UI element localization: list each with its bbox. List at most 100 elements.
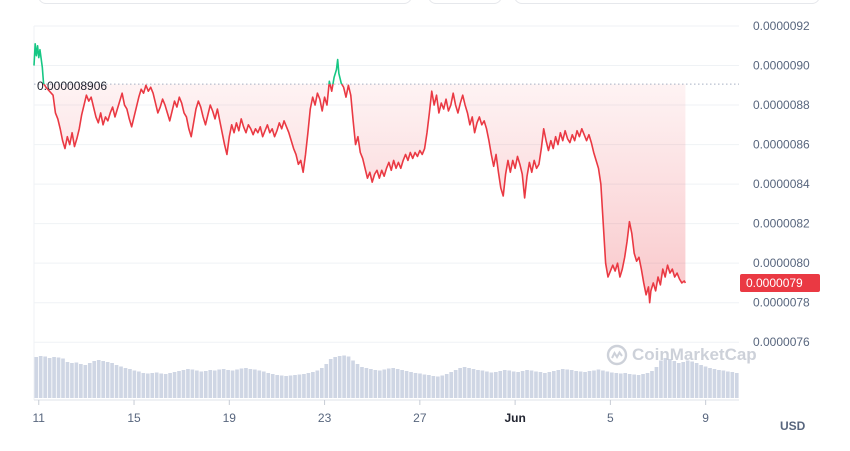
volume-bar [137,371,141,398]
volume-bar [208,370,213,398]
volume-bar [101,361,105,398]
volume-bar [614,373,619,398]
volume-bar [351,360,355,398]
volume-bar [123,368,128,398]
volume-bar [730,372,735,398]
volume-bar [355,364,360,398]
volume-bar [96,360,101,398]
volume-bar [672,361,677,398]
volume-bar [177,371,181,398]
volume-bar [328,359,333,398]
volume-bar [440,375,445,398]
volume-bar [578,371,583,398]
x-tick-label: 19 [223,411,237,425]
volume-bar [480,370,485,398]
volume-bar [346,356,351,398]
volume-bar [79,364,83,398]
volume-bar [141,373,146,398]
volume-bar [694,363,699,398]
volume-bar [154,372,159,398]
volume-bar [297,374,302,398]
volume-bar [690,361,694,398]
x-tick-label: Jun [504,411,525,425]
volume-bar [520,371,525,398]
volume-bar [172,372,177,398]
volume-bar [163,374,168,398]
volume-bar [712,369,717,398]
volume-bar [337,356,342,398]
volume-bar [248,369,253,398]
volume-bar [364,368,369,398]
price-line-up [33,42,343,85]
volume-bar [726,371,730,398]
volume-bar [315,370,320,398]
volume-bar [699,365,703,398]
volume-bar [190,369,195,398]
volume-bar [377,370,382,398]
watermark-text: CoinMarketCap [632,345,757,364]
volume-bar [217,369,222,398]
volume-bar [395,369,400,398]
volume-bar [114,365,119,398]
volume-bar [168,373,172,398]
volume-bar [538,372,543,398]
volume-bar [596,369,601,398]
volume-bar [641,374,645,398]
volume-bar [212,370,217,398]
y-tick-label: 0.0000090 [753,59,810,73]
volume-bar [543,373,547,398]
volume-bar [601,370,605,398]
volume-bar [391,368,396,398]
volume-bar [61,358,65,398]
volume-bar [221,369,226,398]
volume-bar [668,359,672,398]
volume-bar [145,373,150,398]
volume-bar [534,371,538,398]
volume-bar [676,363,681,398]
volume-bar [462,367,467,398]
volume-bar [333,357,338,398]
volume-bars [34,355,739,398]
volume-bar [556,370,561,398]
volume-bar [511,371,516,398]
volume-bar [239,368,244,398]
volume-bar [721,370,726,398]
volume-bar [230,370,235,398]
volume-bar [74,362,79,398]
volume-bar [369,369,373,398]
volume-bar [83,365,88,398]
volume-bar [132,370,137,398]
volume-bar [685,360,690,398]
volume-bar [560,369,565,398]
volume-bar [87,363,92,398]
y-tick-label: 0.0000084 [753,177,810,191]
volume-bar [529,370,534,398]
volume-bar [342,355,346,398]
coinmarketcap-logo-icon [606,344,628,366]
volume-bar [400,370,404,398]
volume-bar [306,373,311,398]
volume-bar [119,366,123,398]
volume-bar [43,356,47,398]
volume-bar [409,372,413,398]
volume-bar [703,366,708,398]
volume-bar [525,370,529,398]
price-line-down [43,84,687,304]
volume-bar [453,370,458,398]
volume-bar [516,372,520,398]
price-fill-area [44,84,686,303]
volume-bar [373,370,378,398]
price-area [44,84,686,303]
volume-bar [110,363,114,398]
volume-bar [605,371,610,398]
volume-bar [708,368,712,398]
volume-bar [476,370,480,398]
volume-bar [551,371,556,398]
volume-bar [435,376,440,398]
x-tick-label: 9 [702,411,709,425]
price-lines [33,42,687,304]
volume-bar [659,360,663,398]
volume-bar [34,357,39,398]
volume-bar [547,372,552,398]
